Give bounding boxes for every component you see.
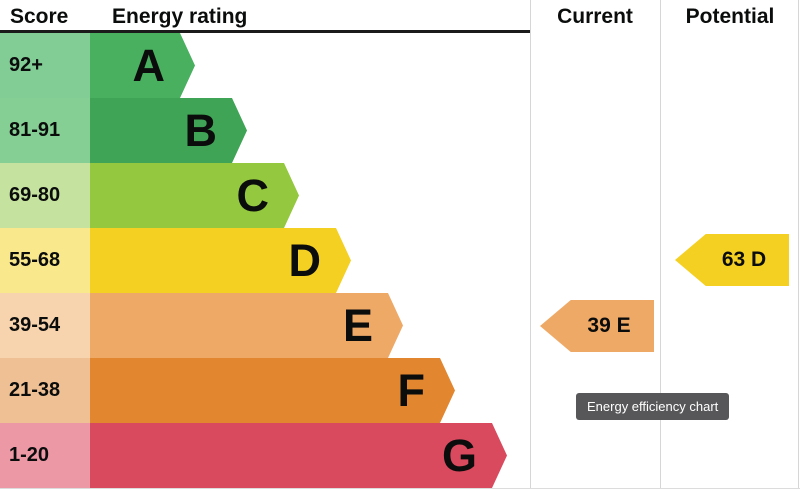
band-bar-d: D [90,228,351,293]
divider-right-edge [798,0,799,489]
potential-rating-pointer: 63 D [675,234,789,286]
band-letter-b: B [184,105,217,156]
score-range-g: 1-20 [0,423,90,488]
band-row-b: 81-91 B [0,98,530,163]
band-row-a: 92+ A [0,33,530,98]
header-current: Current [557,4,633,28]
band-bar-g: G [90,423,507,488]
band-bar-a: A [90,33,195,98]
band-row-g: 1-20 G [0,423,530,488]
header-potential: Potential [685,4,775,28]
band-row-f: 21-38 F [0,358,530,423]
band-letter-g: G [441,430,477,481]
chart-tooltip: Energy efficiency chart [576,393,730,420]
band-bar-f: F [90,358,455,423]
score-range-c: 69-80 [0,163,90,228]
band-letter-d: D [288,235,321,286]
score-range-a: 92+ [0,33,90,98]
score-range-f: 21-38 [0,358,90,423]
band-bar-b: B [90,98,247,163]
band-letter-c: C [236,170,269,221]
score-range-b: 81-91 [0,98,90,163]
band-row-c: 69-80 C [0,163,530,228]
band-row-d: 55-68 D [0,228,530,293]
header-divider [0,30,530,33]
header-energy-rating: Energy rating [112,4,248,28]
band-bar-c: C [90,163,299,228]
divider-current-column [530,0,531,489]
band-bar-e: E [90,293,403,358]
band-row-e: 39-54 E [0,293,530,358]
score-range-e: 39-54 [0,293,90,358]
header-score: Score [10,4,69,28]
band-letter-e: E [342,300,373,351]
divider-potential-column [660,0,661,489]
score-range-d: 55-68 [0,228,90,293]
band-letter-a: A [132,40,165,91]
current-rating-pointer: 39 E [540,300,654,352]
divider-bottom-edge [0,488,800,489]
band-letter-f: F [397,365,425,416]
